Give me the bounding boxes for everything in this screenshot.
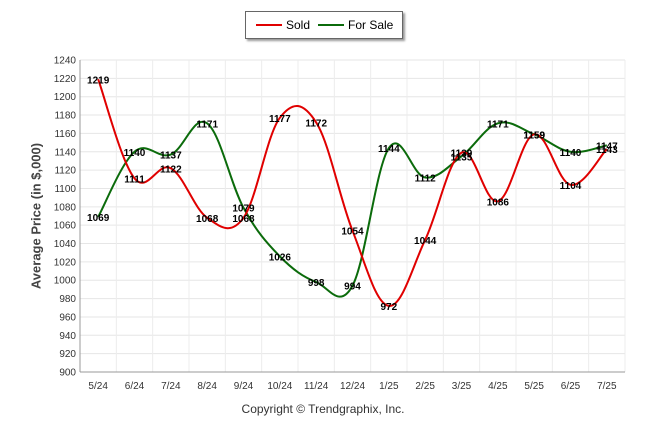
- data-label-sold: 1172: [305, 118, 327, 129]
- data-label-sold: 1159: [523, 130, 545, 141]
- x-tick-label: 3/25: [452, 381, 472, 392]
- data-label-sold: 1111: [124, 174, 145, 185]
- y-tick-label: 1020: [54, 257, 77, 268]
- data-label-forsale: 1137: [160, 151, 182, 162]
- data-label-sold: 1044: [414, 236, 437, 247]
- y-tick-label: 1180: [54, 111, 76, 122]
- data-label-sold: 1219: [87, 75, 110, 86]
- data-label-forsale: 1079: [232, 204, 255, 215]
- x-tick-label: 11/24: [304, 381, 329, 392]
- y-axis-label: Average Price (in $,000): [28, 142, 44, 290]
- x-tick-label: 4/25: [488, 381, 508, 392]
- x-tick-label: 7/24: [161, 381, 181, 392]
- data-label-forsale: 1159: [523, 130, 545, 141]
- y-tick-label: 1060: [54, 221, 77, 232]
- x-tick-label: 8/24: [197, 381, 217, 392]
- data-label-forsale: 1140: [560, 148, 582, 159]
- data-label-forsale: 1147: [596, 141, 618, 152]
- data-label-forsale: 994: [344, 282, 361, 293]
- y-tick-label: 940: [59, 331, 76, 342]
- data-label-forsale: 1140: [124, 148, 146, 159]
- y-tick-label: 1160: [54, 129, 76, 140]
- data-label-forsale: 998: [308, 278, 325, 289]
- y-tick-label: 1240: [54, 56, 77, 67]
- legend-swatch-sold: [256, 24, 282, 26]
- data-label-sold: 972: [380, 302, 397, 313]
- legend-label-sold: Sold: [286, 18, 311, 32]
- data-label-sold: 1054: [341, 227, 364, 238]
- data-label-forsale: 1026: [269, 252, 292, 263]
- data-label-forsale: 1112: [415, 173, 437, 184]
- x-tick-label: 10/24: [267, 381, 292, 392]
- data-label-sold: 1104: [560, 181, 582, 192]
- y-tick-label: 1040: [54, 239, 77, 250]
- series-line-sold: [97, 78, 608, 307]
- data-label-sold: 1177: [269, 114, 291, 125]
- legend-swatch-forsale: [318, 24, 344, 26]
- data-label-sold: 1086: [487, 197, 510, 208]
- y-tick-label: 1100: [54, 184, 76, 195]
- x-tick-label: 12/24: [340, 381, 365, 392]
- y-tick-label: 1080: [54, 202, 77, 213]
- y-tick-label: 920: [59, 349, 76, 360]
- x-tick-label: 2/25: [415, 381, 435, 392]
- x-tick-label: 7/25: [597, 381, 617, 392]
- x-tick-label: 6/25: [561, 381, 581, 392]
- data-label-sold: 1122: [160, 164, 182, 175]
- data-label-forsale: 1135: [451, 152, 473, 163]
- x-tick-label: 5/24: [88, 381, 108, 392]
- y-tick-label: 900: [59, 368, 76, 379]
- x-tick-label: 9/24: [234, 381, 254, 392]
- data-label-forsale: 1171: [487, 119, 509, 130]
- x-tick-label: 1/25: [379, 381, 399, 392]
- x-tick-label: 5/25: [524, 381, 544, 392]
- x-tick-label: 6/24: [125, 381, 145, 392]
- series-line-forsale: [97, 120, 608, 298]
- y-tick-label: 960: [59, 312, 76, 323]
- plot-area: [80, 60, 625, 372]
- data-label-sold: 1068: [232, 214, 255, 225]
- y-tick-label: 1200: [54, 92, 77, 103]
- y-tick-label: 1120: [54, 166, 76, 177]
- y-tick-label: 1140: [54, 147, 76, 158]
- chart-legend: Sold For Sale: [245, 11, 403, 39]
- y-tick-label: 1220: [54, 74, 77, 85]
- data-label-forsale: 1069: [87, 213, 110, 224]
- data-label-forsale: 1171: [196, 119, 218, 130]
- y-tick-label: 980: [59, 294, 76, 305]
- data-label-sold: 1068: [196, 214, 219, 225]
- data-label-forsale: 1144: [378, 144, 400, 155]
- legend-label-forsale: For Sale: [348, 18, 394, 32]
- data-label-sold: 1143: [596, 145, 618, 156]
- copyright-text: Copyright © Trendgraphix, Inc.: [241, 402, 405, 416]
- y-tick-label: 1000: [54, 276, 77, 287]
- data-label-sold: 1139: [451, 149, 473, 160]
